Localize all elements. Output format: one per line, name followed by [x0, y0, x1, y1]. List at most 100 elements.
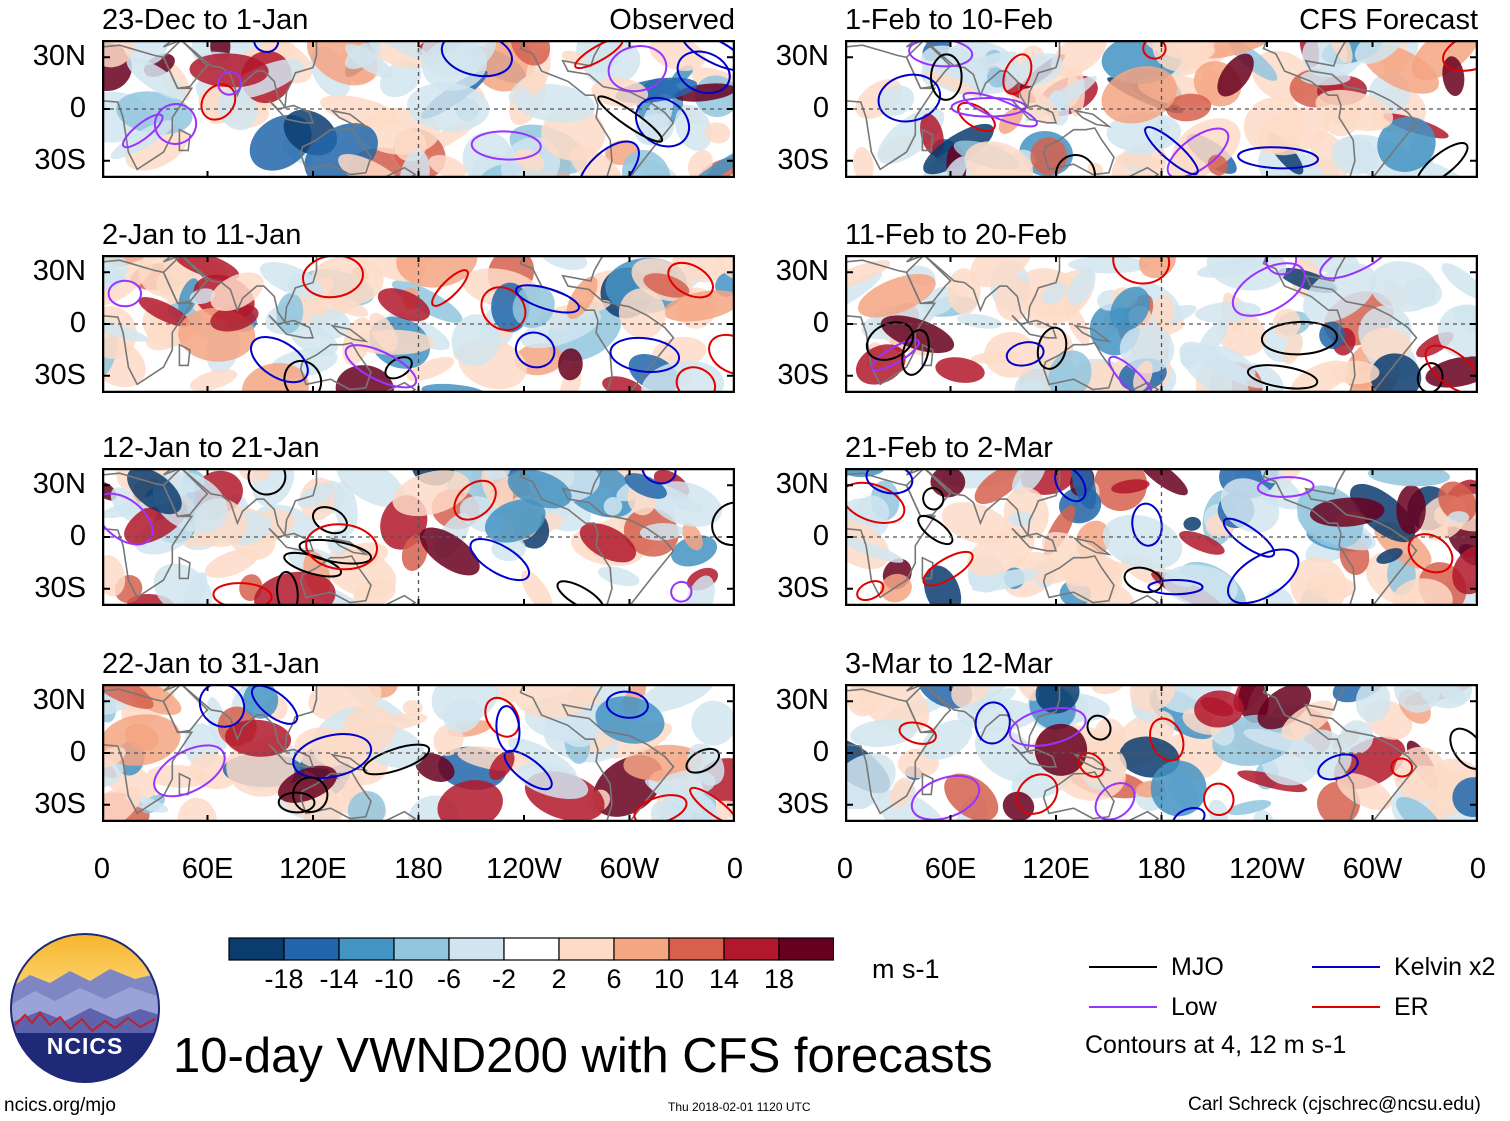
anomaly-blob [333, 481, 358, 534]
anomaly-blob [956, 313, 1003, 329]
wave-contour [901, 329, 930, 376]
anomaly-blob [510, 40, 551, 66]
anomaly-blob [126, 57, 186, 100]
anomaly-blob [1198, 40, 1278, 59]
wave-contour [856, 580, 885, 602]
footer-credit: Carl Schreck (cjschrec@ncsu.edu) [1188, 1094, 1481, 1115]
wave-contour [1449, 727, 1478, 770]
anomaly-blob [1035, 684, 1080, 714]
coastline [1072, 753, 1112, 772]
wave-contour [609, 336, 681, 373]
y-tick-label: 30N [32, 468, 86, 501]
wave-contour [1407, 533, 1454, 574]
anomaly-blob [320, 95, 401, 127]
wave-contour [514, 331, 556, 369]
wave-contour [577, 140, 640, 178]
anomaly-blob [335, 365, 395, 393]
anomaly-blob [1119, 325, 1175, 374]
anomaly-blob [853, 147, 874, 178]
wave-contour [252, 40, 280, 54]
anomaly-blob [1452, 545, 1478, 595]
anomaly-blob [855, 344, 906, 385]
anomaly-blob [1012, 468, 1046, 496]
y-tick-label: 30S [34, 358, 86, 391]
anomaly-blob [102, 259, 153, 306]
footer-timestamp: Thu 2018-02-01 1120 UTC [668, 1100, 811, 1114]
anomaly-blob [845, 271, 883, 315]
anomaly-blob [1283, 333, 1303, 365]
y-tick-label: 30S [777, 787, 829, 820]
wave-contour [865, 468, 914, 495]
anomaly-blob [857, 273, 936, 318]
anomaly-blob [484, 499, 546, 543]
wave-contour [708, 333, 735, 376]
coastline [163, 684, 318, 754]
legend-label: Low [1171, 993, 1217, 1021]
colorbar-tick-label: -2 [491, 964, 516, 994]
anomaly-map [845, 255, 1478, 393]
x-tick-label: 0 [836, 853, 854, 885]
panel-period-title: 3-Mar to 12-Mar [845, 648, 1053, 680]
footer-url[interactable]: ncics.org/mjo [4, 1095, 116, 1116]
x-tick-label: 120W [1229, 853, 1305, 885]
anomaly-blob [638, 684, 715, 713]
colorbar-swatch [558, 937, 615, 961]
colorbar-tick-label: 10 [653, 964, 685, 994]
coastline [329, 109, 369, 128]
wave-contour [962, 91, 1038, 128]
x-tick-label: 0 [93, 853, 111, 885]
wave-contour [1142, 40, 1167, 60]
y-tick-label: 30S [34, 571, 86, 604]
anomaly-blob [1290, 557, 1348, 606]
anomaly-blob [1087, 162, 1103, 177]
anomaly-blob [597, 566, 640, 587]
y-tick-label: 30N [775, 684, 829, 717]
anomaly-blob [1447, 511, 1470, 524]
wave-contour [1231, 262, 1306, 317]
y-tick-label: 30S [34, 143, 86, 176]
wave-contour [1123, 566, 1164, 594]
anomaly-blob [1237, 770, 1308, 793]
anomaly-map [102, 684, 735, 822]
anomaly-blob [415, 753, 455, 782]
anomaly-blob [1067, 267, 1096, 306]
anomaly-map [102, 468, 735, 606]
x-tick-label: 60E [181, 853, 234, 885]
colorbar-swatch [723, 937, 780, 961]
coastline [1042, 771, 1115, 820]
wave-contour [605, 690, 649, 719]
wave-contour [1172, 806, 1206, 822]
wave-contour [1317, 753, 1359, 781]
wave-contour [974, 701, 1011, 745]
y-tick-label: 30N [775, 468, 829, 501]
x-tick-label: 0 [726, 853, 744, 885]
y-tick-label: 30N [32, 40, 86, 73]
coastline [519, 255, 675, 393]
panel-period-title: 2-Jan to 11-Jan [102, 219, 302, 251]
anomaly-blob [520, 570, 553, 606]
panel-period-title: 21-Feb to 2-Mar [845, 432, 1053, 464]
coastline [1262, 40, 1418, 178]
anomaly-blob [347, 791, 386, 822]
anomaly-blob [603, 497, 623, 516]
coastline [921, 128, 934, 152]
wave-contour [1264, 255, 1298, 276]
anomaly-blob [102, 316, 149, 342]
panel-period-title: 12-Jan to 21-Jan [102, 432, 320, 464]
coastline [1125, 166, 1160, 178]
anomaly-blob [368, 312, 398, 352]
colorbar-tick-label: 2 [551, 964, 567, 994]
wave-contour [515, 284, 580, 314]
anomaly-blob [1340, 720, 1374, 754]
x-tick-label: 0 [1469, 853, 1487, 885]
wave-contour [922, 550, 974, 587]
anomaly-blob [650, 481, 722, 527]
y-tick-label: 30S [777, 358, 829, 391]
wave-contour [910, 774, 981, 821]
wave-contour [1390, 757, 1414, 778]
wave-contour [1086, 714, 1112, 741]
y-tick-label: 30N [32, 255, 86, 288]
anomaly-blob [123, 40, 168, 66]
colorbar-tick-label: 18 [763, 964, 795, 994]
coastline [905, 684, 952, 734]
